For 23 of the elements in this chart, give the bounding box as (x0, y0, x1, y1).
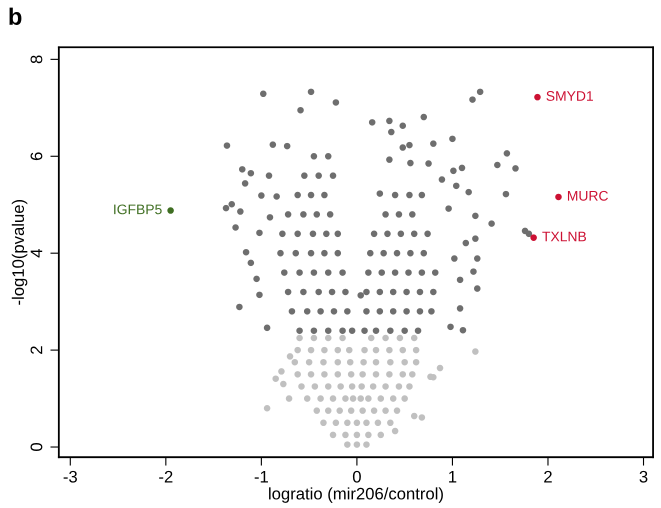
point (534, 94, 541, 100)
point (530, 234, 537, 241)
annotation: MURC (568, 190, 608, 201)
point (555, 194, 562, 200)
y-axis-title: -log10(pvalue) (12, 200, 28, 305)
annotation: SMYD1 (546, 91, 593, 101)
x-tick-label: 0 (352, 470, 361, 483)
x-tick-label: -2 (159, 470, 172, 482)
y-tick-label: 0 (30, 443, 42, 452)
x-tick-label: -1 (254, 471, 268, 482)
x-tick-label: 1 (449, 471, 456, 482)
x-axis-title: logratio (mir206/control) (269, 487, 443, 503)
point (167, 207, 174, 214)
y-tick-label: 4 (30, 249, 42, 258)
y-tick-label: 2 (30, 346, 42, 354)
x-tick-label: -3 (64, 470, 77, 483)
x-tick-label: 2 (544, 470, 552, 482)
chart-title: b (9, 8, 22, 25)
annotation: TXLNB (542, 232, 586, 242)
y-tick-label: 6 (30, 152, 42, 160)
y-tick-label: 8 (30, 55, 42, 64)
annotation: IGFBP5 (114, 204, 162, 214)
x-tick-label: 3 (640, 470, 648, 483)
